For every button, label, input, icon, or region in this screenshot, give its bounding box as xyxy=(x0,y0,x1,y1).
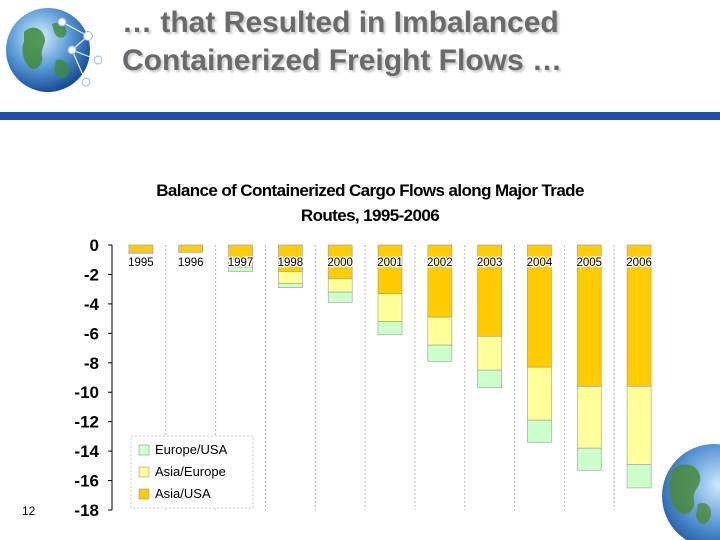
bar-segment xyxy=(377,321,403,336)
bar-segment xyxy=(178,244,204,253)
chart-x-labels: 1995 1996 1997 1998 2000 2001 2002 2003 2004 2005… xyxy=(127,256,653,271)
legend-swatch xyxy=(138,488,150,500)
page-number: 12 xyxy=(22,504,36,518)
bar-segment xyxy=(527,244,552,368)
bar-segment xyxy=(576,244,602,387)
slide-title-line-1: … that Resulted in Imbalanced xyxy=(122,6,559,39)
bar-segment xyxy=(477,335,502,371)
bar-segment xyxy=(527,419,552,443)
bar-segment xyxy=(327,291,353,303)
x-tick-label: 2006 xyxy=(626,257,652,269)
chart-y-axis: 0 -2 -4 -6 -8 -10 -12 -14 -16 -18 xyxy=(74,236,113,520)
x-tick-label: 1996 xyxy=(178,257,204,269)
bar-segment xyxy=(327,244,353,280)
bar-segment xyxy=(576,447,602,471)
bar-segment xyxy=(427,316,453,346)
chart-bars xyxy=(128,244,652,489)
bar-segment xyxy=(278,244,303,272)
x-tick-label: 2001 xyxy=(377,257,403,269)
globe-icon xyxy=(662,444,720,540)
slide-title: … that Resulted in Imbalanced Containeri… xyxy=(122,4,682,80)
bar-segment xyxy=(427,244,453,318)
y-tick-label: -14 xyxy=(74,442,99,461)
x-tick-label: 2004 xyxy=(527,257,553,269)
y-tick-label: -12 xyxy=(74,413,99,432)
legend-label: Asia/USA xyxy=(155,486,211,501)
y-tick-label: -16 xyxy=(74,472,99,491)
header-band xyxy=(0,0,720,112)
legend-swatch xyxy=(138,466,150,478)
y-tick-label: -2 xyxy=(84,265,99,284)
x-tick-label: 2000 xyxy=(327,257,353,269)
slide-title-line-2: Containerized Freight Flows … xyxy=(122,44,563,77)
bar-segment xyxy=(128,252,154,255)
chart-legend: Europe/USA Asia/Europe Asia/USA xyxy=(130,435,254,509)
bar-segment xyxy=(327,278,353,293)
title-divider-bar xyxy=(0,112,720,120)
bar-segment xyxy=(626,244,652,387)
legend-label: Asia/Europe xyxy=(155,464,226,479)
y-tick-label: -18 xyxy=(74,501,99,520)
bar-segment xyxy=(278,271,303,284)
bar-segment xyxy=(427,344,453,362)
legend-box xyxy=(130,435,254,509)
bar-segment xyxy=(278,282,303,288)
y-tick-label: -8 xyxy=(84,354,99,373)
bar-segment xyxy=(128,244,154,253)
x-tick-label: 1995 xyxy=(128,257,154,269)
bar-segment xyxy=(228,266,253,272)
bar-segment xyxy=(527,366,552,421)
bar-segment xyxy=(377,244,403,294)
x-tick-label: 2003 xyxy=(477,257,503,269)
y-tick-label: -6 xyxy=(84,324,99,343)
bar-segment xyxy=(377,293,403,322)
bar-segment xyxy=(626,464,652,489)
x-tick-label: 1997 xyxy=(228,257,254,269)
chart-title: Balance of Containerized Cargo Flows alo… xyxy=(156,181,584,225)
chart-title-line: Balance of Containerized Cargo Flows alo… xyxy=(156,181,584,200)
x-tick-label: 2005 xyxy=(576,257,602,269)
chart-title-line: Routes, 1995-2006 xyxy=(301,206,439,225)
bar-segment xyxy=(576,386,602,449)
y-tick-label: -10 xyxy=(74,383,99,402)
x-tick-label: 1998 xyxy=(278,257,304,269)
y-tick-label: -4 xyxy=(84,295,100,314)
globe-network-icon xyxy=(6,8,103,92)
legend-swatch xyxy=(138,444,150,456)
bar-segment xyxy=(477,244,502,337)
legend-label: Europe/USA xyxy=(155,442,228,457)
bar-segment xyxy=(626,386,652,465)
bar-segment xyxy=(477,369,502,389)
y-tick-label: 0 xyxy=(90,236,99,255)
x-tick-label: 2002 xyxy=(427,257,453,269)
